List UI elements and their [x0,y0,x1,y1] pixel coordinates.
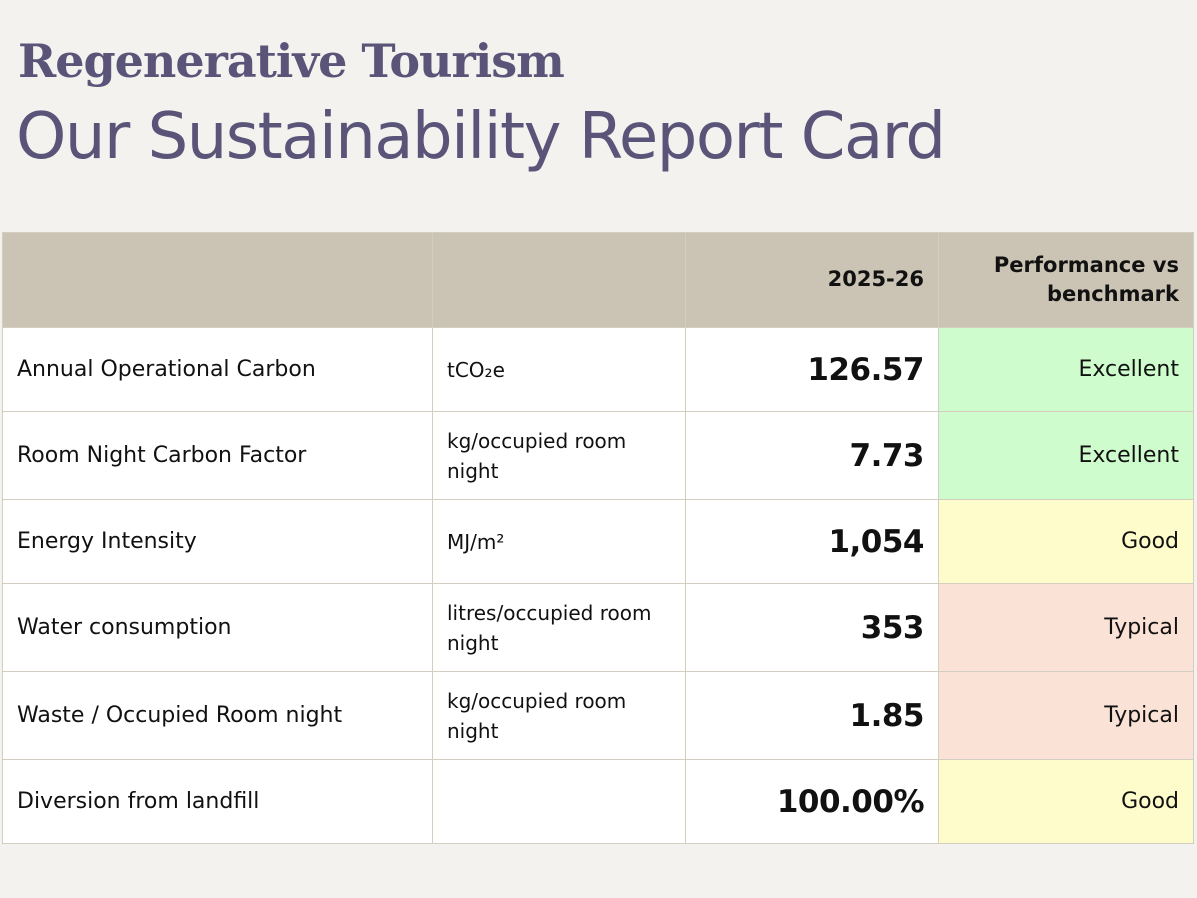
table-row: Annual Operational Carbon tCO₂e 126.57 E… [2,327,1194,412]
metric-unit: MJ/m² [432,499,686,584]
report-eyebrow: Regenerative Tourism [18,34,565,88]
performance-rating: Typical [938,671,1194,760]
metric-value: 7.73 [685,411,939,500]
metric-unit: tCO₂e [432,327,686,412]
metric-unit: kg/occupied room night [432,411,686,500]
table-row: Water consumption litres/occupied room n… [2,583,1194,672]
header-year: 2025-26 [685,232,939,328]
metric-name: Energy Intensity [2,499,433,584]
performance-rating: Good [938,499,1194,584]
metric-value: 100.00% [685,759,939,844]
metric-name: Annual Operational Carbon [2,327,433,412]
performance-rating: Excellent [938,411,1194,500]
metric-name: Room Night Carbon Factor [2,411,433,500]
metric-value: 126.57 [685,327,939,412]
page-title: Our Sustainability Report Card [16,100,946,174]
metric-unit: litres/occupied room night [432,583,686,672]
metric-value: 353 [685,583,939,672]
performance-rating: Good [938,759,1194,844]
metric-name: Water consumption [2,583,433,672]
table-row: Room Night Carbon Factor kg/occupied roo… [2,411,1194,500]
performance-rating: Typical [938,583,1194,672]
metric-unit [432,759,686,844]
header-performance: Performance vs benchmark [938,232,1194,328]
metric-unit: kg/occupied room night [432,671,686,760]
metric-value: 1,054 [685,499,939,584]
header-unit [432,232,686,328]
metric-name: Waste / Occupied Room night [2,671,433,760]
table-row: Waste / Occupied Room night kg/occupied … [2,671,1194,760]
table-header-row: 2025-26 Performance vs benchmark [2,232,1194,328]
metric-value: 1.85 [685,671,939,760]
report-card-table: 2025-26 Performance vs benchmark Annual … [2,232,1194,844]
table-row: Diversion from landfill 100.00% Good [2,759,1194,844]
header-metric [2,232,433,328]
performance-rating: Excellent [938,327,1194,412]
metric-name: Diversion from landfill [2,759,433,844]
table-row: Energy Intensity MJ/m² 1,054 Good [2,499,1194,584]
